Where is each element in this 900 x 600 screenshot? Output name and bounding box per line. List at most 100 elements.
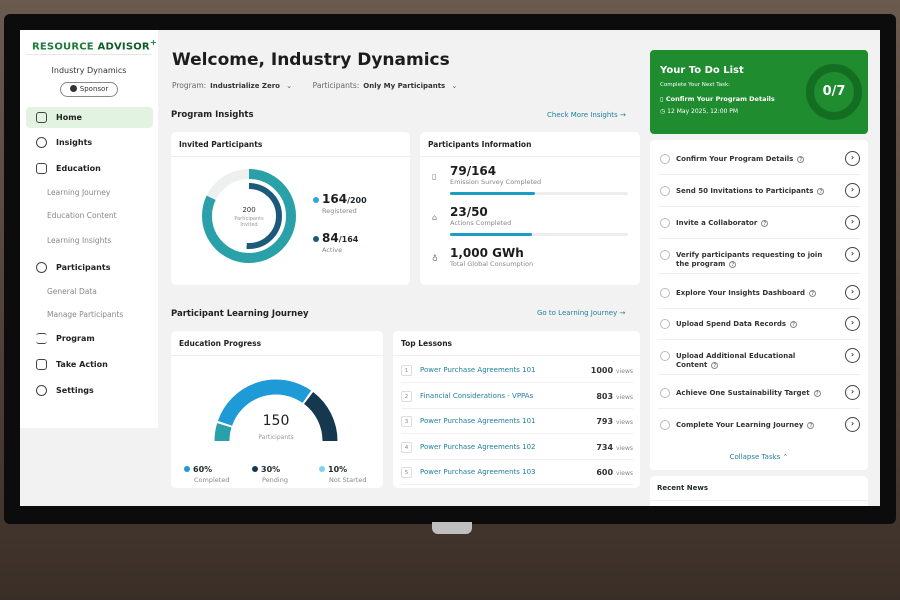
lesson-title-link[interactable]: Power Purchase Agreements 101 — [420, 366, 536, 374]
sidebar-item-manage-participants[interactable]: Manage Participants — [47, 310, 124, 319]
task-item[interactable]: Explore Your Insights Dashboard? › — [660, 285, 860, 308]
chevron-right-icon[interactable]: › — [845, 151, 860, 166]
task-checkbox[interactable] — [660, 388, 670, 398]
card-title: Education Progress — [171, 331, 383, 356]
sidebar-item-program[interactable]: Program — [26, 328, 153, 349]
task-checkbox[interactable] — [660, 218, 670, 228]
chevron-down-icon[interactable]: ⌄ — [451, 81, 458, 90]
sidebar-item-participants[interactable]: Participants — [26, 257, 153, 278]
chevron-right-icon[interactable]: › — [845, 316, 860, 331]
help-icon[interactable]: ? — [729, 261, 737, 268]
screen: RESOURCE ADVISOR+ Industry Dynamics Spon… — [20, 30, 880, 506]
chevron-right-icon[interactable]: › — [845, 385, 860, 400]
pie-chart-icon — [36, 137, 47, 148]
lesson-title-link[interactable]: Power Purchase Agreements 102 — [420, 442, 536, 451]
lesson-views: 600 views — [596, 468, 633, 477]
task-checkbox[interactable] — [660, 319, 670, 329]
next-task-label: Complete Your Next Task: — [660, 82, 731, 88]
program-select[interactable]: Industrialize Zero — [210, 82, 280, 90]
go-to-learning-journey-link[interactable]: Go to Learning Journey → — [537, 309, 626, 317]
lesson-row[interactable]: 3 Power Purchase Agreements 101 793 views — [401, 409, 633, 434]
list-icon — [36, 333, 47, 344]
todo-card: Your To Do List Complete Your Next Task:… — [650, 50, 868, 134]
chevron-up-icon: ⌃ — [782, 453, 789, 461]
help-icon[interactable]: ? — [817, 188, 825, 195]
lesson-title-link[interactable]: Financial Considerations - VPPAs — [420, 391, 534, 400]
lesson-views: 793 views — [596, 417, 633, 426]
task-checkbox[interactable] — [660, 250, 670, 260]
collapse-tasks-button[interactable]: Collapse Tasks ⌃ — [729, 453, 789, 461]
task-item[interactable]: Upload Spend Data Records? › — [660, 316, 860, 339]
task-item[interactable]: Invite a Collaborator? › — [660, 215, 860, 238]
card-title: Invited Participants — [171, 132, 410, 157]
task-item[interactable]: Upload Additional Educational Content? › — [660, 348, 860, 371]
help-icon[interactable]: ? — [761, 220, 769, 227]
help-icon[interactable]: ? — [797, 156, 805, 163]
info-item: 1,000 GWh Total Global Consumption — [450, 246, 534, 268]
section-title: Program Insights — [171, 110, 254, 120]
lesson-title-link[interactable]: Power Purchase Agreements 101 — [420, 417, 536, 425]
sidebar-item-learning-insights[interactable]: Learning Insights — [47, 236, 112, 245]
sidebar-item-settings[interactable]: Settings — [26, 380, 153, 401]
logo: RESOURCE ADVISOR+ — [32, 37, 158, 53]
task-checkbox[interactable] — [660, 351, 670, 361]
sidebar-item-take-action[interactable]: Take Action — [26, 354, 153, 375]
filters: Program: Industrialize Zero ⌄ Participants… — [172, 81, 458, 90]
chevron-down-icon[interactable]: ⌄ — [285, 81, 293, 90]
help-icon[interactable]: ? — [807, 422, 815, 429]
lesson-row[interactable]: 2 Financial Considerations - VPPAs 803 view… — [401, 384, 633, 409]
card-title: Recent News — [650, 476, 868, 501]
due-date: ◷ 12 May 2025, 12:00 PM — [660, 108, 739, 115]
page-title: Welcome, Industry Dynamics — [172, 50, 450, 70]
puzzle-icon — [36, 359, 47, 370]
gauge-label: Participants — [258, 434, 294, 441]
task-item[interactable]: Send 50 Invitations to Participants? › — [660, 183, 860, 206]
chevron-right-icon[interactable]: › — [845, 215, 860, 230]
participants-select[interactable]: Only My Participants — [363, 82, 446, 90]
task-item[interactable]: Achieve One Sustainability Target? › — [660, 385, 860, 408]
education-progress-card: Education Progress 150 Participants 60% C… — [171, 331, 383, 488]
sidebar-item-general-data[interactable]: General Data — [47, 287, 97, 296]
chevron-right-icon[interactable]: › — [845, 183, 860, 198]
education-gauge — [214, 379, 338, 442]
help-icon[interactable]: ? — [813, 390, 821, 397]
task-checkbox[interactable] — [660, 154, 670, 164]
clipboard-icon: ▯ — [432, 172, 437, 181]
lesson-rank: 5 — [401, 467, 412, 478]
lesson-views: 803 views — [596, 391, 633, 401]
sidebar: RESOURCE ADVISOR+ Industry Dynamics Spon… — [20, 30, 158, 428]
lesson-row[interactable]: 5 Power Purchase Agreements 103 600 views — [401, 460, 633, 485]
lesson-row[interactable]: 4 Power Purchase Agreements 102 734 views — [401, 435, 633, 460]
help-icon[interactable]: ? — [809, 290, 817, 297]
gauge-pending — [303, 391, 338, 442]
sidebar-item-insights[interactable]: Insights — [26, 132, 153, 153]
lesson-row[interactable]: 1 Power Purchase Agreements 101 1000 views — [401, 358, 633, 383]
task-checkbox[interactable] — [660, 420, 670, 430]
chevron-right-icon[interactable]: › — [845, 285, 860, 300]
gauge-completed — [217, 379, 312, 427]
card-title: Participants Information — [420, 132, 640, 157]
chevron-right-icon[interactable]: › — [845, 247, 860, 262]
sidebar-item-education-content[interactable]: Education Content — [47, 211, 117, 220]
todo-title: Your To Do List — [660, 65, 744, 76]
task-checkbox[interactable] — [660, 186, 670, 196]
task-checkbox[interactable] — [660, 288, 670, 298]
task-item[interactable]: Verify participants requesting to join t… — [660, 247, 860, 270]
chevron-right-icon[interactable]: › — [845, 348, 860, 363]
lesson-rank: 3 — [401, 416, 412, 427]
chevron-right-icon[interactable]: › — [845, 417, 860, 432]
check-more-insights-link[interactable]: Check More Insights → — [547, 111, 626, 119]
help-icon[interactable]: ? — [790, 321, 798, 328]
monitor-stand — [432, 522, 472, 534]
next-task-link[interactable]: ▯ Confirm Your Program Details — [660, 95, 775, 103]
gear-icon — [36, 385, 47, 396]
gauge-not-started — [214, 423, 232, 442]
lesson-rank: 1 — [401, 365, 412, 376]
help-icon[interactable]: ? — [711, 362, 719, 369]
task-item[interactable]: Confirm Your Program Details? › — [660, 151, 860, 174]
lesson-title-link[interactable]: Power Purchase Agreements 103 — [420, 468, 536, 476]
sidebar-item-home[interactable]: Home — [26, 107, 153, 128]
sidebar-item-education[interactable]: Education — [26, 158, 153, 179]
task-item[interactable]: Complete Your Learning Journey? › — [660, 417, 860, 440]
sidebar-item-learning-journey[interactable]: Learning Journey — [47, 188, 111, 197]
